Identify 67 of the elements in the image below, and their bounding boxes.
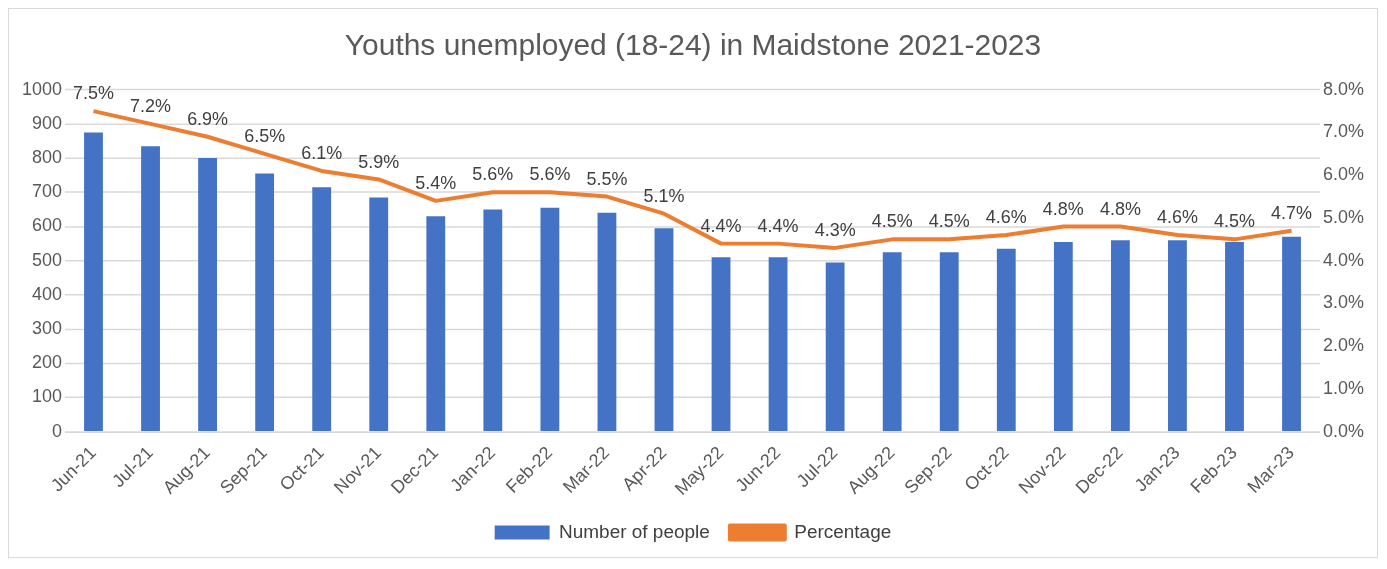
bar <box>711 257 731 431</box>
y-tick-label: 600 <box>32 215 62 236</box>
data-label: 4.8% <box>1042 198 1084 219</box>
bar <box>540 207 560 431</box>
y-tick-label: 700 <box>32 181 62 202</box>
y2-tick-label: 8.0% <box>1323 78 1365 99</box>
y2-tick-label: 0.0% <box>1323 420 1365 441</box>
data-label: 4.5% <box>1214 211 1255 232</box>
bar <box>255 173 275 431</box>
data-label: 7.2% <box>130 95 172 116</box>
bar <box>312 187 332 431</box>
y2-tick-label: 4.0% <box>1323 249 1365 270</box>
data-label: 5.1% <box>643 185 685 206</box>
bar <box>84 132 103 431</box>
data-label: 4.4% <box>700 215 742 236</box>
data-label: 4.8% <box>1099 198 1141 219</box>
y-tick-label: 200 <box>32 352 62 373</box>
y-tick-label: 900 <box>32 112 62 133</box>
bar <box>597 212 617 431</box>
bar <box>198 158 217 431</box>
bar <box>483 209 503 431</box>
y-tick-label: 800 <box>32 147 62 168</box>
data-label: 4.6% <box>985 207 1027 228</box>
y2-tick-label: 7.0% <box>1323 121 1365 142</box>
data-label: 4.5% <box>928 211 970 232</box>
bar <box>654 228 674 431</box>
bar <box>1110 240 1130 431</box>
data-label: 7.5% <box>73 83 114 104</box>
y-tick-label: 500 <box>32 249 62 270</box>
bar <box>882 252 902 431</box>
data-label: 4.6% <box>1156 207 1198 228</box>
bar <box>369 197 389 431</box>
data-label: 4.3% <box>814 219 856 240</box>
bar <box>1168 240 1187 431</box>
data-label: 6.9% <box>187 108 229 129</box>
y2-tick-label: 5.0% <box>1323 206 1365 227</box>
data-label: 5.9% <box>358 151 400 172</box>
bar <box>1053 241 1073 431</box>
bar <box>825 262 845 431</box>
bar <box>1225 241 1244 431</box>
data-label: 5.6% <box>529 164 571 185</box>
y2-tick-label: 2.0% <box>1323 335 1365 356</box>
y2-tick-label: 3.0% <box>1323 292 1365 313</box>
y2-tick-label: 1.0% <box>1323 377 1365 398</box>
y-tick-label: 400 <box>32 283 62 304</box>
data-label: 6.1% <box>301 142 343 163</box>
data-label: 5.4% <box>415 172 457 193</box>
y-tick-label: 1000 <box>22 78 62 99</box>
legend-label: Number of people <box>559 520 710 542</box>
y-tick-label: 0 <box>51 420 62 441</box>
chart-title: Youths unemployed (18-24) in Maidstone 2021-2023 <box>344 28 1042 62</box>
bar <box>768 257 788 431</box>
data-label: 4.4% <box>757 215 799 236</box>
data-label: 4.7% <box>1271 202 1313 223</box>
bar <box>426 216 446 431</box>
bar <box>1282 236 1301 431</box>
bar <box>996 248 1016 431</box>
data-label: 5.5% <box>586 168 628 189</box>
y-tick-label: 100 <box>32 386 62 407</box>
data-label: 4.5% <box>871 211 913 232</box>
data-label: 5.6% <box>472 164 514 185</box>
y2-tick-label: 6.0% <box>1323 164 1365 185</box>
y-tick-label: 300 <box>32 318 62 339</box>
data-label: 6.5% <box>244 125 286 146</box>
legend-label: Percentage <box>794 520 892 542</box>
bar <box>939 252 959 431</box>
bar <box>141 146 160 431</box>
